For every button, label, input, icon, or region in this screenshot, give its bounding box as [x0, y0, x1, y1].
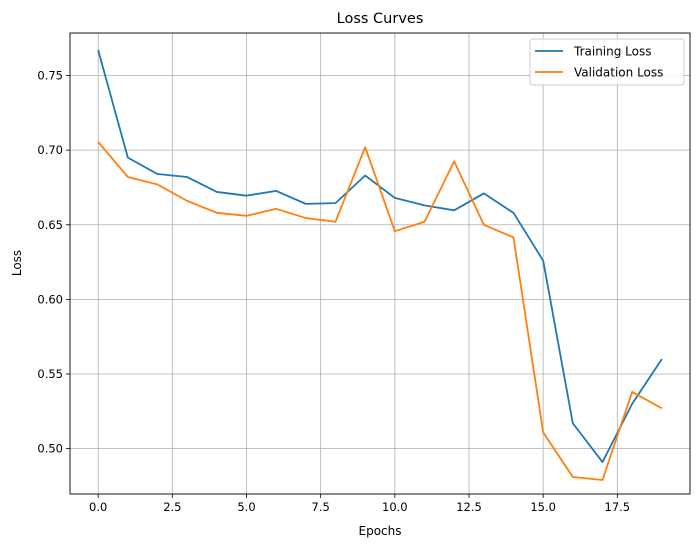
series-line-validation-loss [97, 141, 663, 481]
x-tick-label: 12.5 [456, 500, 482, 514]
y-tick-label: 0.55 [37, 367, 63, 381]
y-tick-label: 0.60 [37, 292, 63, 306]
x-tick-label: 10.0 [382, 500, 408, 514]
legend-label: Training Loss [573, 45, 651, 59]
y-tick-label: 0.75 [37, 69, 63, 83]
series-lines [97, 49, 663, 481]
x-tick-label: 2.5 [163, 500, 181, 514]
x-axis-label: Epochs [359, 524, 402, 538]
y-axis-label: Loss [10, 250, 24, 276]
x-tick-label: 17.5 [605, 500, 631, 514]
series-line-training-loss [97, 49, 663, 463]
legend-box [529, 38, 685, 86]
y-tick-label: 0.70 [37, 143, 63, 157]
y-ticks: 0.50 0.55 0.60 0.65 0.70 0.75 [37, 69, 70, 456]
x-tick-label: 5.0 [237, 500, 255, 514]
plot-frame [69, 32, 691, 495]
grid [70, 33, 690, 494]
legend-label: Validation Loss [574, 66, 663, 80]
legend: Training Loss Validation Loss [529, 38, 685, 86]
y-tick-label: 0.50 [37, 442, 63, 456]
x-tick-label: 15.0 [530, 500, 556, 514]
x-tick-label: 7.5 [312, 500, 330, 514]
chart-title: Loss Curves [337, 11, 424, 27]
x-tick-label: 0.0 [89, 500, 107, 514]
y-tick-label: 0.65 [37, 218, 63, 232]
x-ticks: 0.0 2.5 5.0 7.5 10.0 12.5 15.0 17.5 [89, 494, 630, 514]
